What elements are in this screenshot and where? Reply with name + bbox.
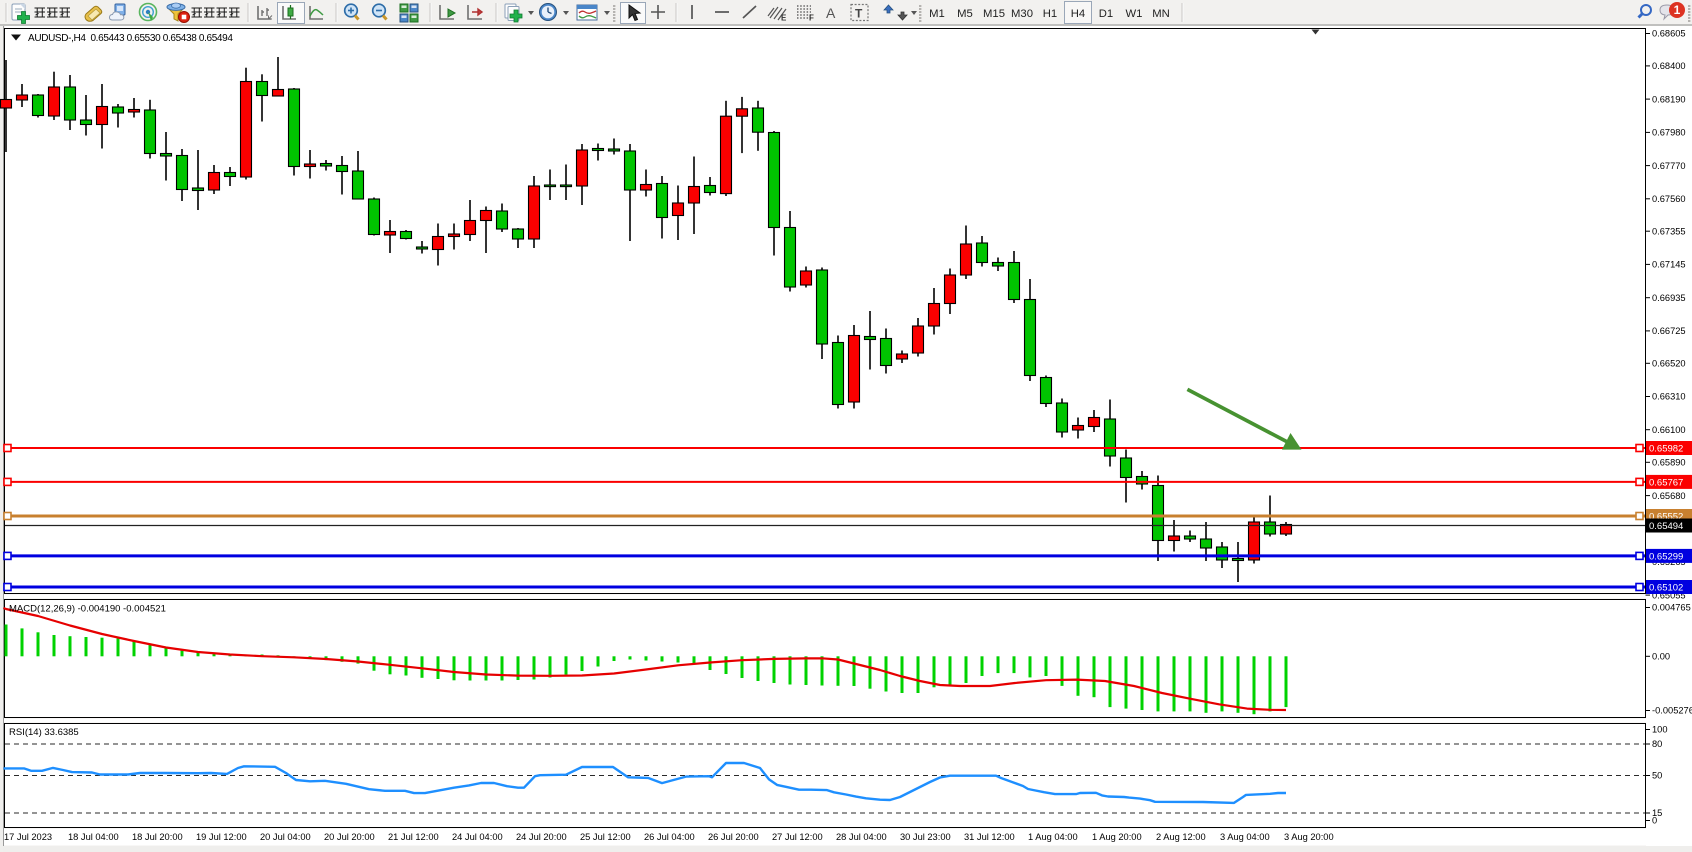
svg-text:0.65102: 0.65102 (1649, 582, 1683, 593)
svg-text:26 Jul 20:00: 26 Jul 20:00 (708, 832, 759, 842)
svg-text:1 Aug 04:00: 1 Aug 04:00 (1028, 832, 1078, 842)
svg-text:M1: M1 (929, 8, 945, 20)
svg-text:0.68190: 0.68190 (1652, 94, 1686, 104)
svg-text:28 Jul 04:00: 28 Jul 04:00 (836, 832, 887, 842)
svg-text:25 Jul 12:00: 25 Jul 12:00 (580, 832, 631, 842)
svg-text:MACD(12,26,9) -0.004190 -0.004: MACD(12,26,9) -0.004190 -0.004521 (9, 604, 166, 615)
svg-text:80: 80 (1652, 739, 1662, 749)
svg-text:21 Jul 12:00: 21 Jul 12:00 (388, 832, 439, 842)
svg-text:D1: D1 (1099, 8, 1113, 20)
svg-text:2 Aug 12:00: 2 Aug 12:00 (1156, 832, 1206, 842)
svg-text:0.66520: 0.66520 (1652, 359, 1686, 369)
svg-text:20 Jul 04:00: 20 Jul 04:00 (260, 832, 311, 842)
svg-text:T: T (855, 7, 863, 21)
svg-text:0.66725: 0.66725 (1652, 326, 1686, 336)
svg-text:AUDUSD-,H4 0.65443 0.65530 0.: AUDUSD-,H4 0.65443 0.65530 0.65438 0.654… (28, 33, 233, 44)
svg-text:E: E (781, 14, 787, 23)
svg-text:24 Jul 04:00: 24 Jul 04:00 (452, 832, 503, 842)
svg-text:0.66935: 0.66935 (1652, 293, 1686, 303)
svg-text:0.67980: 0.67980 (1652, 128, 1686, 138)
svg-text:0.67145: 0.67145 (1652, 260, 1686, 270)
svg-text:18 Jul 20:00: 18 Jul 20:00 (132, 832, 183, 842)
svg-text:0: 0 (1652, 816, 1657, 826)
svg-text:3 Aug 20:00: 3 Aug 20:00 (1284, 832, 1334, 842)
svg-text:F: F (809, 14, 814, 23)
svg-text:15: 15 (1652, 808, 1662, 818)
svg-text:RSI(14) 33.6385: RSI(14) 33.6385 (9, 727, 79, 738)
svg-text:18 Jul 04:00: 18 Jul 04:00 (68, 832, 119, 842)
svg-text:17 Jul 2023: 17 Jul 2023 (4, 832, 52, 842)
svg-text:0.004765: 0.004765 (1652, 603, 1691, 613)
svg-text:0.67355: 0.67355 (1652, 226, 1686, 236)
svg-text:20 Jul 20:00: 20 Jul 20:00 (324, 832, 375, 842)
svg-text:0.65494: 0.65494 (1649, 521, 1683, 532)
svg-text:0.65680: 0.65680 (1652, 491, 1686, 501)
svg-text:W1: W1 (1126, 8, 1143, 20)
svg-text:19 Jul 12:00: 19 Jul 12:00 (196, 832, 247, 842)
svg-text:H1: H1 (1043, 8, 1057, 20)
svg-text:1 Aug 20:00: 1 Aug 20:00 (1092, 832, 1142, 842)
svg-text:0.65299: 0.65299 (1649, 551, 1683, 562)
svg-text:0.67770: 0.67770 (1652, 161, 1686, 171)
svg-text:100: 100 (1652, 725, 1668, 735)
svg-text:24 Jul 20:00: 24 Jul 20:00 (516, 832, 567, 842)
svg-text:0.65552: 0.65552 (1649, 511, 1683, 522)
svg-text:30 Jul 23:00: 30 Jul 23:00 (900, 832, 951, 842)
svg-text:27 Jul 12:00: 27 Jul 12:00 (772, 832, 823, 842)
svg-text:0.67560: 0.67560 (1652, 194, 1686, 204)
svg-text:H4: H4 (1071, 8, 1085, 20)
svg-text:0.65767: 0.65767 (1649, 477, 1683, 488)
svg-text:MN: MN (1152, 8, 1170, 20)
svg-text:M5: M5 (957, 8, 973, 20)
svg-text:A: A (826, 5, 836, 21)
svg-text:0.68605: 0.68605 (1652, 29, 1686, 39)
svg-text:0.00: 0.00 (1652, 652, 1670, 662)
svg-text:M15: M15 (983, 8, 1005, 20)
svg-text:1: 1 (1674, 3, 1681, 17)
svg-text:0.65982: 0.65982 (1649, 443, 1683, 454)
svg-text:M30: M30 (1011, 8, 1033, 20)
svg-text:3 Aug 04:00: 3 Aug 04:00 (1220, 832, 1270, 842)
svg-text:26 Jul 04:00: 26 Jul 04:00 (644, 832, 695, 842)
svg-text:50: 50 (1652, 771, 1662, 781)
svg-text:-0.005276: -0.005276 (1652, 706, 1692, 716)
svg-text:0.66310: 0.66310 (1652, 392, 1686, 402)
svg-text:31 Jul 12:00: 31 Jul 12:00 (964, 832, 1015, 842)
svg-text:0.68400: 0.68400 (1652, 61, 1686, 71)
svg-text:0.65890: 0.65890 (1652, 458, 1686, 468)
svg-text:0.65055: 0.65055 (1652, 590, 1686, 600)
svg-text:0.66100: 0.66100 (1652, 425, 1686, 435)
